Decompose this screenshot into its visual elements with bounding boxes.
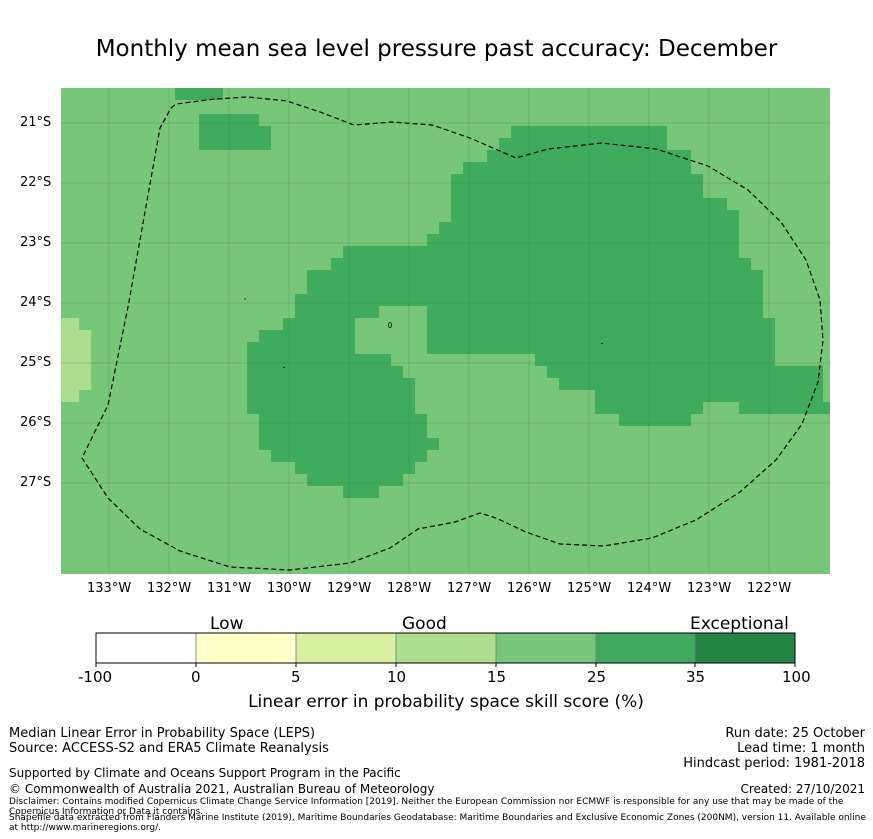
skill-region-25-35-northwest [151,88,271,150]
island [600,342,604,345]
category-good: Good [402,614,447,634]
category-exceptional: Exceptional [690,614,789,634]
source-text: Source: ACCESS-S2 and ERA5 Climate Reana… [9,741,329,756]
copyright-text: © Commonwealth of Australia 2021, Austra… [9,782,435,796]
colorbar-label: Linear error in probability space skill … [248,692,644,712]
lon-label: 123°W [687,581,732,596]
colorbar-tick: 0 [191,668,201,686]
colorbar-tick: 100 [782,668,811,686]
lon-label: 124°W [627,581,672,596]
skill-region-25-35-central [247,126,830,498]
hindcast-period: Hindcast period: 1981-2018 [683,756,865,771]
lon-label: 122°W [747,581,792,596]
island [282,366,286,369]
lat-label: 27°S [20,475,52,490]
lead-time: Lead time: 1 month [737,741,865,756]
colorbar-segment [96,633,196,663]
colorbar-segment [695,633,795,663]
colorbar-segment [596,633,695,663]
lon-label: 128°W [387,581,432,596]
colorbar-segment [396,633,496,663]
graticule [61,88,830,574]
lat-label: 25°S [20,355,52,370]
lat-label: 22°S [20,175,52,190]
lon-label: 132°W [147,581,192,596]
created-date: Created: 27/10/2021 [740,782,865,796]
colorbar-segment [496,633,596,663]
island [388,322,392,328]
skill-region-10-15 [61,318,91,402]
lon-label: 130°W [267,581,312,596]
lat-label: 23°S [20,235,52,250]
disclaimer-text: Disclaimer: Contains modified Copernicus… [9,797,844,817]
run-date: Run date: 25 October [725,726,865,741]
category-low: Low [210,614,244,634]
support-text: Supported by Climate and Oceans Support … [9,766,401,780]
colorbar-tick: 15 [487,668,507,686]
lat-label: 24°S [20,295,52,310]
colorbar-tick: 5 [291,668,301,686]
colorbar [95,632,796,667]
lat-label: 21°S [20,115,52,130]
colorbar-outline [95,632,796,664]
colorbar-tick: 10 [387,668,407,686]
lon-label: 133°W [87,581,132,596]
lon-label: 131°W [207,581,252,596]
shapefile-text: Shapefile data extracted from Flanders M… [9,813,866,833]
lon-label: 129°W [327,581,372,596]
colorbar-tick: 25 [587,668,607,686]
lon-label: 127°W [447,581,492,596]
colorbar-tick: 35 [686,668,706,686]
colorbar-tick: -100 [78,668,113,686]
colorbar-segment [296,633,396,663]
chart-title: Monthly mean sea level pressure past acc… [95,36,778,62]
method-text: Median Linear Error in Probability Space… [9,726,316,741]
lon-label: 125°W [567,581,612,596]
lat-label: 26°S [20,415,52,430]
colorbar-segment [196,633,296,663]
islands [244,298,604,369]
eez-boundary [81,96,824,571]
lon-label: 126°W [507,581,552,596]
